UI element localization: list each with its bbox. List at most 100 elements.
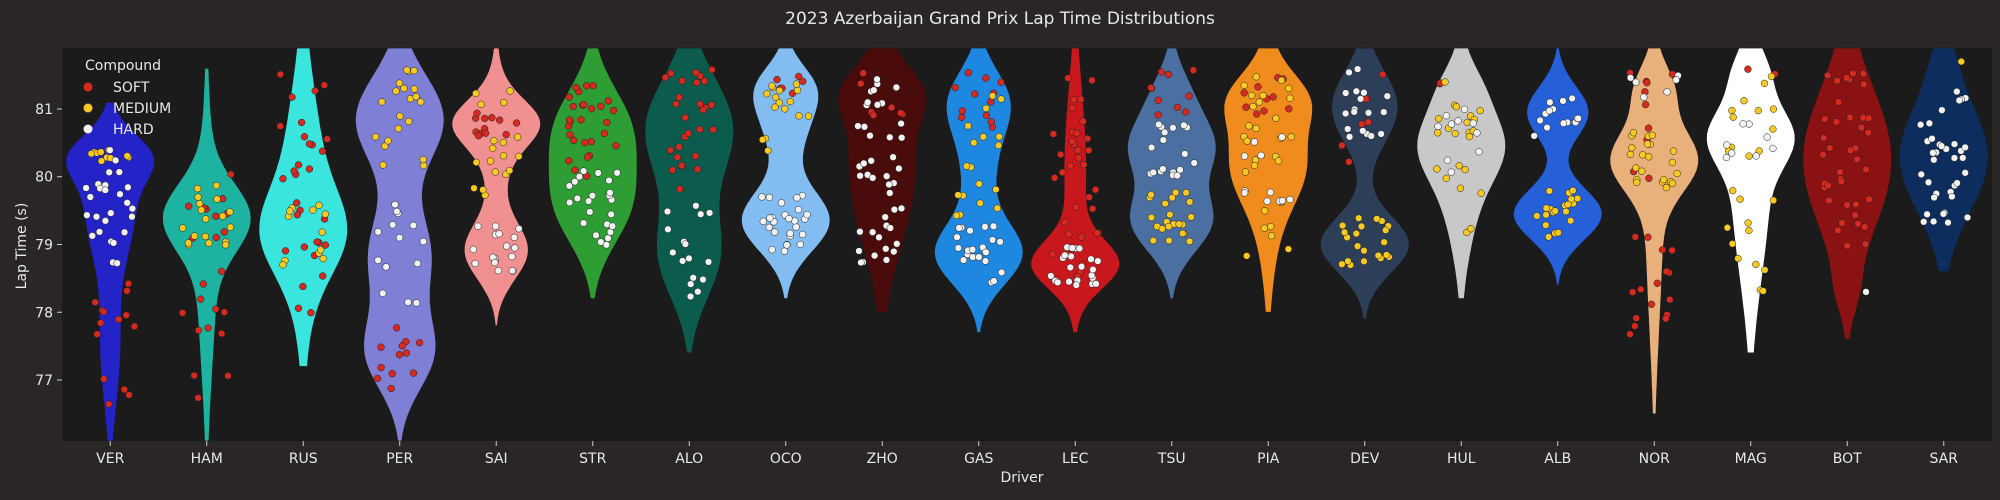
x-tick-label-pia: PIA bbox=[1257, 451, 1280, 467]
lap-point-alo bbox=[696, 125, 704, 133]
lap-point-tsu bbox=[1161, 128, 1169, 136]
lap-point-nor bbox=[1663, 88, 1671, 96]
lap-point-pia bbox=[1260, 107, 1268, 115]
x-tick-label-sai: SAI bbox=[485, 451, 508, 467]
lap-point-alb bbox=[1569, 186, 1577, 195]
lap-point-sai bbox=[495, 230, 503, 238]
lap-point-alb bbox=[1562, 207, 1570, 216]
legend-title: Compound bbox=[85, 58, 161, 74]
lap-point-sar bbox=[1957, 57, 1965, 66]
lap-point-mag bbox=[1763, 133, 1771, 141]
lap-point-ver bbox=[100, 375, 108, 383]
lap-point-sar bbox=[1950, 140, 1959, 148]
lap-point-per bbox=[404, 298, 412, 306]
lap-point-gas bbox=[993, 204, 1001, 212]
chart-title: 2023 Azerbaijan Grand Prix Lap Time Dist… bbox=[785, 9, 1215, 29]
lap-point-pia bbox=[1248, 91, 1256, 100]
lap-point-alo bbox=[693, 78, 701, 87]
lap-point-hul bbox=[1477, 189, 1485, 197]
lap-point-ver bbox=[123, 199, 131, 207]
lap-point-alo bbox=[676, 185, 684, 193]
y-axis-ticks: 77 78 79 80 81 bbox=[35, 102, 62, 389]
lap-point-alb bbox=[1545, 187, 1554, 195]
lap-point-alo bbox=[684, 129, 692, 137]
lap-point-pia bbox=[1267, 232, 1276, 240]
violin-ham bbox=[161, 67, 252, 442]
lap-point-nor bbox=[1631, 322, 1639, 330]
lap-point-gas bbox=[969, 253, 977, 261]
lap-point-oco bbox=[792, 80, 801, 88]
violin-alo bbox=[644, 47, 734, 354]
lap-point-zho bbox=[892, 83, 901, 92]
lap-point-mag bbox=[1761, 266, 1769, 274]
lap-point-nor bbox=[1668, 179, 1677, 188]
lap-point-per bbox=[396, 112, 404, 120]
lap-point-str bbox=[589, 82, 597, 90]
lap-point-str bbox=[565, 198, 574, 207]
lap-point-str bbox=[605, 176, 613, 185]
lap-point-ham bbox=[212, 181, 221, 190]
lap-point-per bbox=[398, 342, 406, 350]
lap-point-pia bbox=[1250, 138, 1259, 146]
lap-point-lec bbox=[1058, 168, 1067, 177]
violin-dev bbox=[1320, 47, 1410, 320]
lap-point-per bbox=[387, 384, 395, 393]
lap-point-sai bbox=[510, 233, 518, 242]
lap-point-ham bbox=[217, 267, 226, 276]
lap-point-nor bbox=[1668, 246, 1676, 254]
lap-point-nor bbox=[1648, 131, 1657, 139]
lap-point-gas bbox=[981, 223, 989, 231]
lap-point-ver bbox=[125, 391, 133, 399]
lap-point-oco bbox=[785, 214, 793, 223]
lap-point-zho bbox=[860, 159, 868, 168]
lap-point-tsu bbox=[1173, 171, 1181, 180]
lap-point-str bbox=[572, 83, 580, 92]
lap-point-ver bbox=[86, 193, 94, 201]
lap-point-per bbox=[381, 142, 389, 150]
lap-point-bot bbox=[1821, 115, 1829, 123]
lap-point-alo bbox=[699, 106, 707, 114]
lap-point-hul bbox=[1460, 105, 1469, 113]
lap-point-nor bbox=[1626, 330, 1634, 338]
lap-point-dev bbox=[1383, 92, 1391, 100]
lap-point-pia bbox=[1272, 114, 1280, 122]
lap-point-ver bbox=[101, 186, 109, 194]
x-tick-label-zho: ZHO bbox=[867, 451, 898, 467]
lap-point-bot bbox=[1853, 155, 1861, 164]
lap-point-bot bbox=[1843, 242, 1851, 250]
lap-point-bot bbox=[1852, 200, 1860, 209]
lap-point-str bbox=[592, 231, 600, 239]
x-tick-label-alo: ALO bbox=[675, 451, 703, 467]
lap-point-mag bbox=[1740, 97, 1748, 105]
lap-point-dev bbox=[1345, 68, 1353, 77]
lap-point-lec bbox=[1068, 137, 1076, 145]
lap-point-tsu bbox=[1181, 150, 1189, 158]
lap-point-lec bbox=[1068, 103, 1077, 112]
lap-point-tsu bbox=[1164, 70, 1173, 79]
lap-point-oco bbox=[763, 90, 771, 98]
y-tick-label: 80 bbox=[35, 170, 53, 186]
lap-point-sai bbox=[489, 144, 497, 152]
lap-point-bot bbox=[1834, 98, 1843, 106]
lap-point-zho bbox=[898, 134, 906, 142]
x-tick-label-hul: HUL bbox=[1447, 451, 1476, 467]
lap-point-dev bbox=[1380, 238, 1388, 246]
lap-point-dev bbox=[1360, 257, 1368, 265]
lap-point-lec bbox=[1091, 186, 1100, 194]
lap-point-alb bbox=[1542, 211, 1550, 219]
lap-point-bot bbox=[1836, 168, 1844, 176]
lap-point-oco bbox=[758, 193, 766, 201]
lap-point-ham bbox=[220, 308, 229, 316]
lap-point-sai bbox=[486, 157, 495, 165]
lap-point-pia bbox=[1286, 94, 1294, 102]
lap-point-ham bbox=[194, 193, 202, 201]
lap-point-gas bbox=[982, 74, 990, 82]
lap-point-str bbox=[565, 182, 573, 190]
lap-point-mag bbox=[1728, 106, 1736, 115]
lap-point-oco bbox=[771, 103, 779, 111]
lap-point-per bbox=[394, 124, 403, 133]
lap-point-gas bbox=[992, 185, 1000, 194]
lap-point-lec bbox=[1067, 252, 1075, 261]
lap-point-ham bbox=[212, 305, 220, 313]
lap-point-rus bbox=[300, 133, 309, 141]
